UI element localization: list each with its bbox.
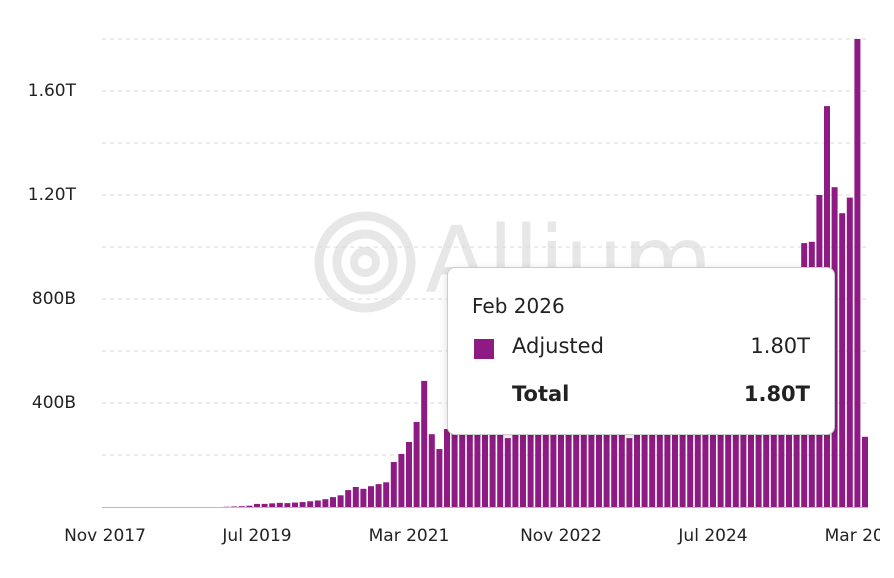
bar xyxy=(299,502,306,507)
bar xyxy=(656,387,663,507)
bar xyxy=(352,486,359,507)
bar xyxy=(649,377,656,507)
x-tick-label: Jul 2024 xyxy=(677,526,747,546)
bar xyxy=(360,488,367,507)
tooltip-value: 1.80T xyxy=(750,334,810,358)
bar xyxy=(862,436,868,507)
x-tick-label: Mar 2026 xyxy=(825,526,880,546)
bar xyxy=(535,408,542,507)
bar xyxy=(588,400,595,507)
bar xyxy=(618,392,625,507)
bar xyxy=(466,421,473,507)
y-tick-label: 800B xyxy=(32,289,76,309)
bar xyxy=(451,423,458,507)
bar xyxy=(254,503,260,507)
bar xyxy=(474,426,481,507)
bar xyxy=(383,482,390,507)
tooltip-swatch xyxy=(474,339,494,359)
y-tick-label: 1.60T xyxy=(28,81,77,101)
bar xyxy=(337,495,344,507)
bar xyxy=(459,431,466,507)
watermark-logo xyxy=(314,211,416,313)
bar xyxy=(436,449,443,507)
bar xyxy=(839,213,846,507)
tooltip-series-name: Adjusted xyxy=(512,334,604,358)
bar xyxy=(520,413,526,507)
bar xyxy=(368,486,374,507)
bar xyxy=(679,374,686,507)
bar xyxy=(626,438,633,507)
bar xyxy=(482,416,488,507)
tooltip-title: Feb 2026 xyxy=(472,294,565,318)
bar xyxy=(444,429,450,507)
bar xyxy=(421,380,428,507)
bar xyxy=(504,438,511,507)
tooltip-total-label: Total xyxy=(512,382,570,406)
bar xyxy=(846,197,853,507)
bar xyxy=(641,382,648,507)
bar xyxy=(246,505,253,507)
bar xyxy=(390,462,397,507)
y-tick-label: 400B xyxy=(32,393,76,413)
bar xyxy=(261,503,268,507)
bar xyxy=(269,503,276,507)
x-tick-label: Mar 2021 xyxy=(369,526,450,546)
bar xyxy=(634,397,640,507)
bar xyxy=(238,506,245,507)
bar xyxy=(672,366,678,507)
bar xyxy=(497,429,504,507)
bar xyxy=(542,416,549,507)
bar xyxy=(573,405,580,507)
bar xyxy=(345,490,352,507)
x-tick-label: Nov 2017 xyxy=(64,526,146,546)
bar xyxy=(550,403,557,507)
bar xyxy=(664,371,671,507)
bar xyxy=(406,442,412,507)
bar xyxy=(276,502,283,507)
bar xyxy=(398,453,405,507)
tooltip-total-value: 1.80T xyxy=(743,382,810,406)
bar xyxy=(428,434,435,507)
bar xyxy=(527,418,534,507)
bar xyxy=(854,39,861,507)
bar xyxy=(314,500,321,507)
bar xyxy=(322,499,329,507)
bar xyxy=(603,395,610,507)
bar xyxy=(375,484,382,507)
x-tick-label: Jul 2019 xyxy=(221,526,291,546)
bar xyxy=(413,421,420,507)
bar xyxy=(611,384,618,507)
bar xyxy=(596,390,602,507)
bar xyxy=(292,502,298,507)
bar xyxy=(330,497,336,507)
bar xyxy=(284,503,291,507)
bar xyxy=(489,418,496,507)
bar xyxy=(702,364,709,507)
bar xyxy=(565,397,572,507)
tooltip: Feb 2026 Adjusted 1.80T Total 1.80T xyxy=(447,267,835,435)
y-tick-label: 1.20T xyxy=(28,185,77,205)
bar xyxy=(512,423,519,507)
bar xyxy=(231,506,238,507)
x-tick-label: Nov 2022 xyxy=(520,526,602,546)
bar xyxy=(558,410,564,507)
bar xyxy=(580,413,587,507)
bar xyxy=(307,501,314,507)
